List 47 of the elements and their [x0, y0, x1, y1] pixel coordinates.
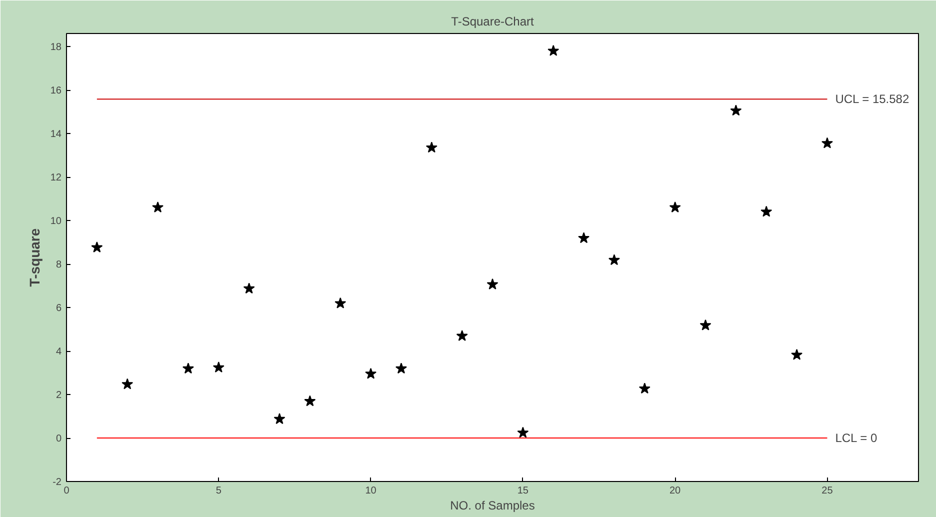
point: [517, 426, 529, 438]
point: [821, 137, 833, 148]
point: [456, 330, 468, 341]
point: [791, 348, 803, 360]
x-tick-label: 5: [216, 486, 222, 496]
y-tick-label: 14: [50, 129, 62, 140]
y-tick-label: 6: [56, 303, 62, 314]
point: [334, 297, 346, 308]
point: [426, 142, 438, 153]
point: [304, 395, 316, 406]
point: [152, 201, 164, 212]
y-tick-label: 8: [56, 260, 62, 271]
ref-line-label: LCL = 0: [835, 431, 878, 446]
y-tick-label: 10: [50, 216, 62, 228]
x-tick-label: 20: [670, 486, 682, 496]
point: [578, 232, 590, 244]
x-tick-label: 10: [365, 486, 377, 496]
y-tick-label: 4: [56, 346, 62, 358]
point: [365, 368, 377, 379]
y-tick-label: 2: [56, 390, 62, 402]
point: [638, 382, 650, 394]
point: [760, 206, 772, 217]
x-tick-label: 0: [64, 486, 70, 496]
y-axis-title: T-square: [26, 228, 42, 287]
y-tick-label: 12: [50, 172, 62, 184]
point: [730, 104, 742, 116]
x-tick-label: 15: [517, 486, 529, 496]
point: [122, 378, 134, 390]
point: [669, 201, 681, 212]
point: [212, 362, 224, 372]
point: [700, 319, 712, 330]
x-axis-title: NO. of Samples: [450, 498, 535, 512]
point: [182, 362, 194, 374]
chart-title: T-Square-Chart: [451, 14, 535, 28]
point: [91, 241, 103, 252]
point: [486, 278, 498, 290]
point: [395, 362, 407, 374]
point: [608, 254, 620, 266]
y-tick-label: 16: [50, 86, 62, 97]
point: [243, 282, 255, 294]
y-tick-label: 0: [56, 434, 62, 445]
y-tick-label: -2: [52, 477, 62, 488]
ref-line-label: UCL = 15.582: [835, 92, 910, 106]
point: [548, 44, 560, 56]
y-tick-label: 18: [50, 42, 62, 54]
x-tick-label: 25: [822, 486, 834, 496]
point: [274, 413, 286, 424]
